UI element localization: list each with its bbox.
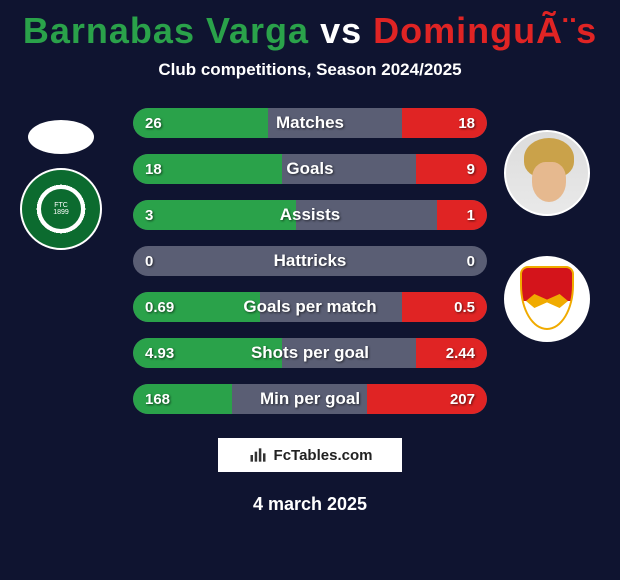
stat-row: 4.932.44Shots per goal bbox=[133, 338, 487, 368]
stat-label: Matches bbox=[133, 113, 487, 133]
stat-row: 168207Min per goal bbox=[133, 384, 487, 414]
date-text: 4 march 2025 bbox=[253, 494, 367, 515]
stat-row: 00Hattricks bbox=[133, 246, 487, 276]
stat-label: Goals bbox=[133, 159, 487, 179]
stat-row: 0.690.5Goals per match bbox=[133, 292, 487, 322]
subtitle: Club competitions, Season 2024/2025 bbox=[158, 60, 461, 80]
stat-label: Min per goal bbox=[133, 389, 487, 409]
stat-row: 31Assists bbox=[133, 200, 487, 230]
stat-label: Shots per goal bbox=[133, 343, 487, 363]
stat-label: Assists bbox=[133, 205, 487, 225]
brand-badge: FcTables.com bbox=[218, 438, 402, 472]
chart-icon bbox=[248, 445, 268, 465]
brand-text: FcTables.com bbox=[274, 447, 373, 464]
stat-row: 189Goals bbox=[133, 154, 487, 184]
title-right: DominguÃ¨s bbox=[373, 10, 597, 51]
stat-label: Hattricks bbox=[133, 251, 487, 271]
stat-row: 2618Matches bbox=[133, 108, 487, 138]
page-title: Barnabas Varga vs DominguÃ¨s bbox=[23, 10, 597, 52]
title-vs: vs bbox=[320, 10, 373, 51]
stat-label: Goals per match bbox=[133, 297, 487, 317]
stats-container: 2618Matches 189Goals 31Assists 00Hattricks 0… bbox=[0, 108, 620, 414]
title-left: Barnabas Varga bbox=[23, 10, 309, 51]
